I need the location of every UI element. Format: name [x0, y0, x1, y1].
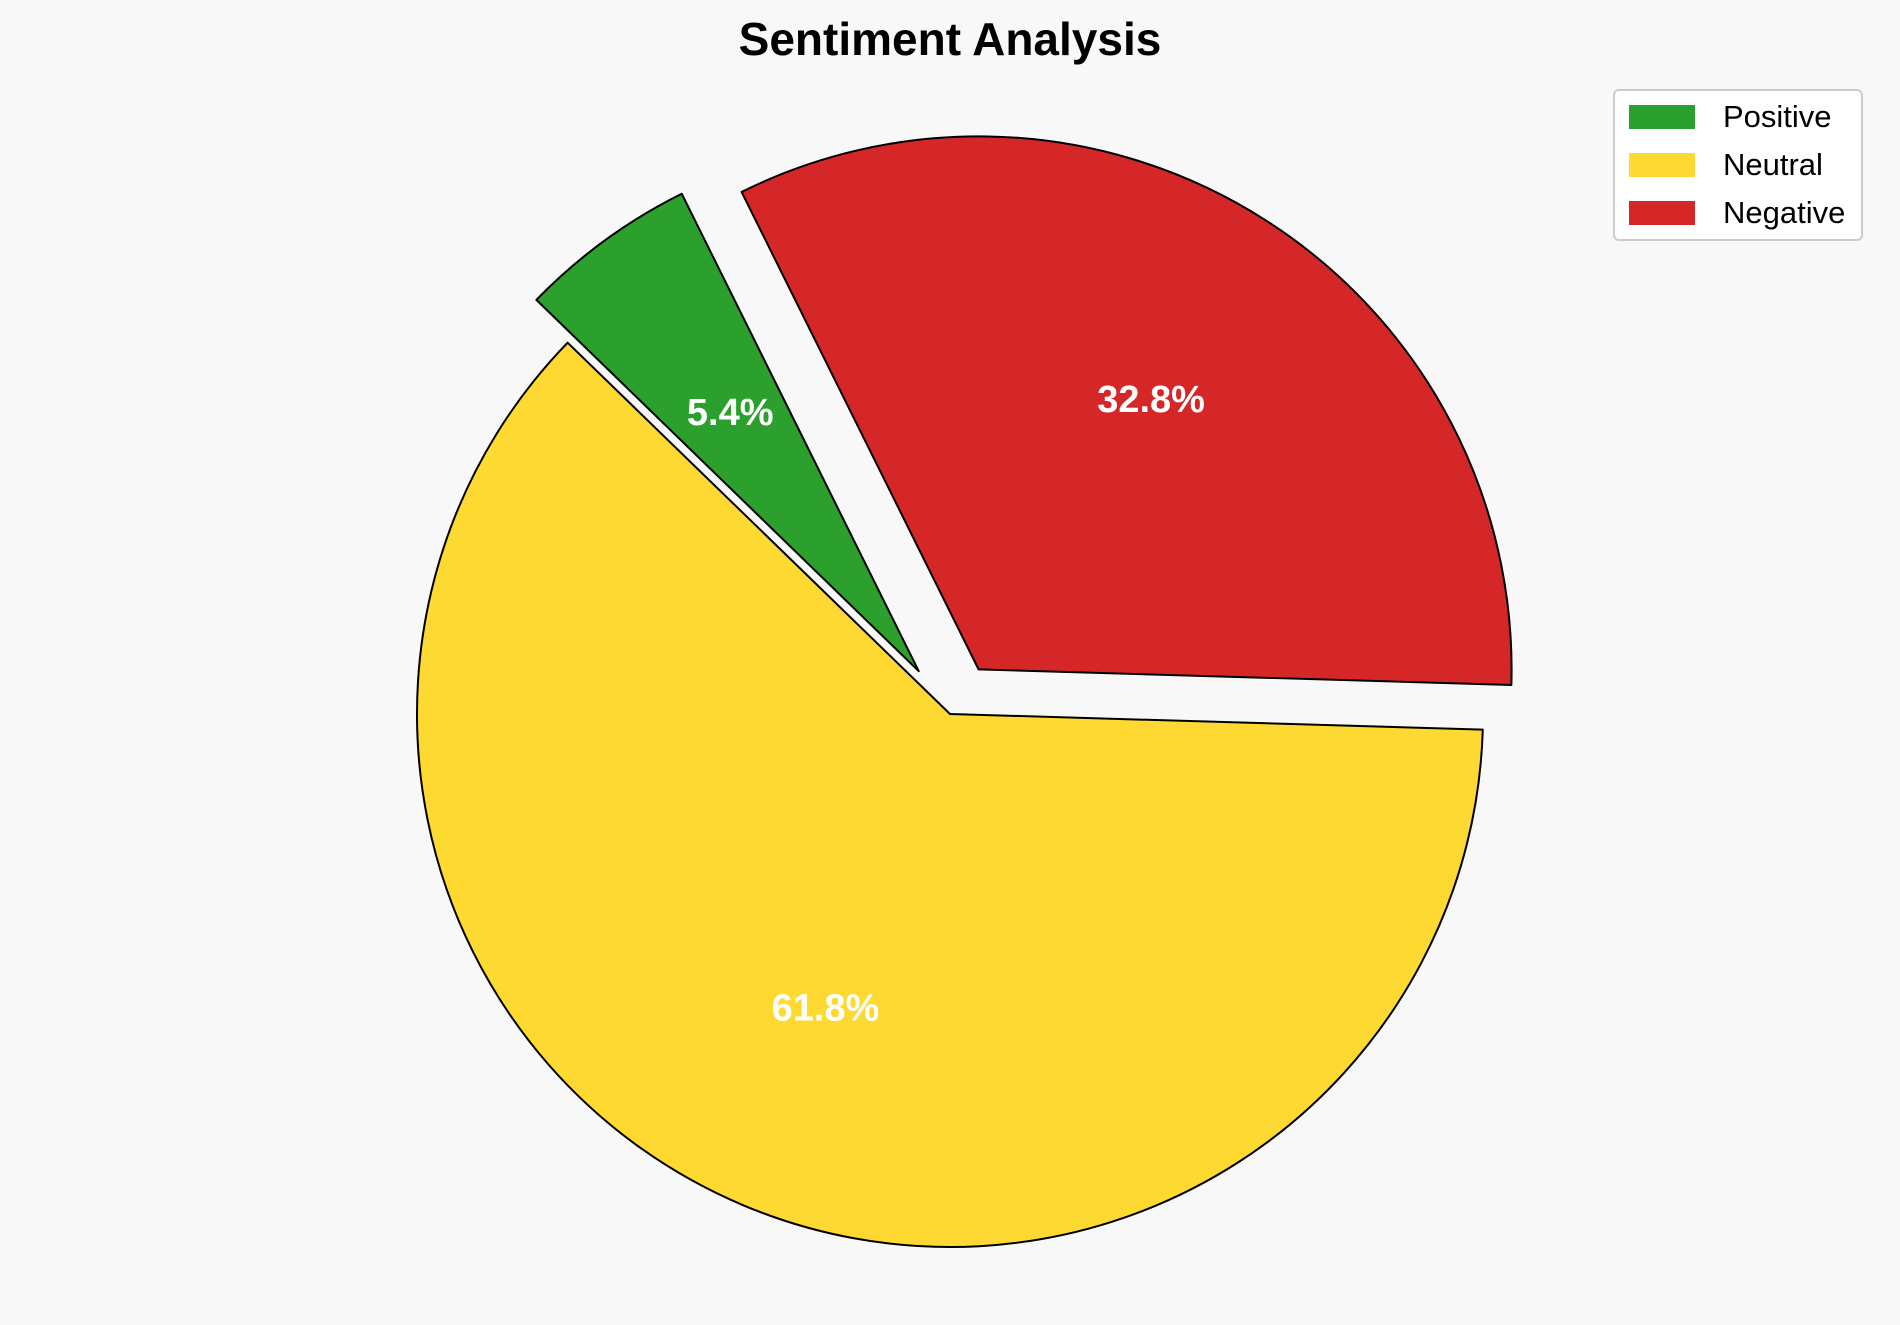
legend-entry-negative: Negative — [1629, 195, 1845, 231]
legend-entry-neutral: Neutral — [1629, 147, 1823, 183]
chart-title: Sentiment Analysis — [738, 13, 1162, 65]
legend-label-neutral: Neutral — [1723, 147, 1823, 182]
legend-label-positive: Positive — [1723, 99, 1832, 134]
pie-slice-negative — [740, 135, 1513, 686]
pie-label-neutral: 61.8% — [772, 988, 880, 1030]
pie-labels: 5.4% 61.8% 32.8% — [687, 379, 1205, 1029]
legend-swatch-neutral — [1629, 153, 1695, 177]
pie-label-positive: 5.4% — [687, 392, 774, 434]
legend-swatch-negative — [1629, 201, 1695, 225]
pie-label-negative: 32.8% — [1097, 379, 1205, 421]
pie-slice-neutral — [416, 341, 1484, 1248]
legend-label-negative: Negative — [1723, 195, 1846, 230]
legend-entry-positive: Positive — [1629, 99, 1832, 135]
legend: Positive Neutral Negative — [1613, 89, 1863, 241]
legend-swatch-positive — [1629, 105, 1695, 129]
pie-slices — [416, 135, 1513, 1248]
pie-slice-positive — [535, 192, 920, 673]
